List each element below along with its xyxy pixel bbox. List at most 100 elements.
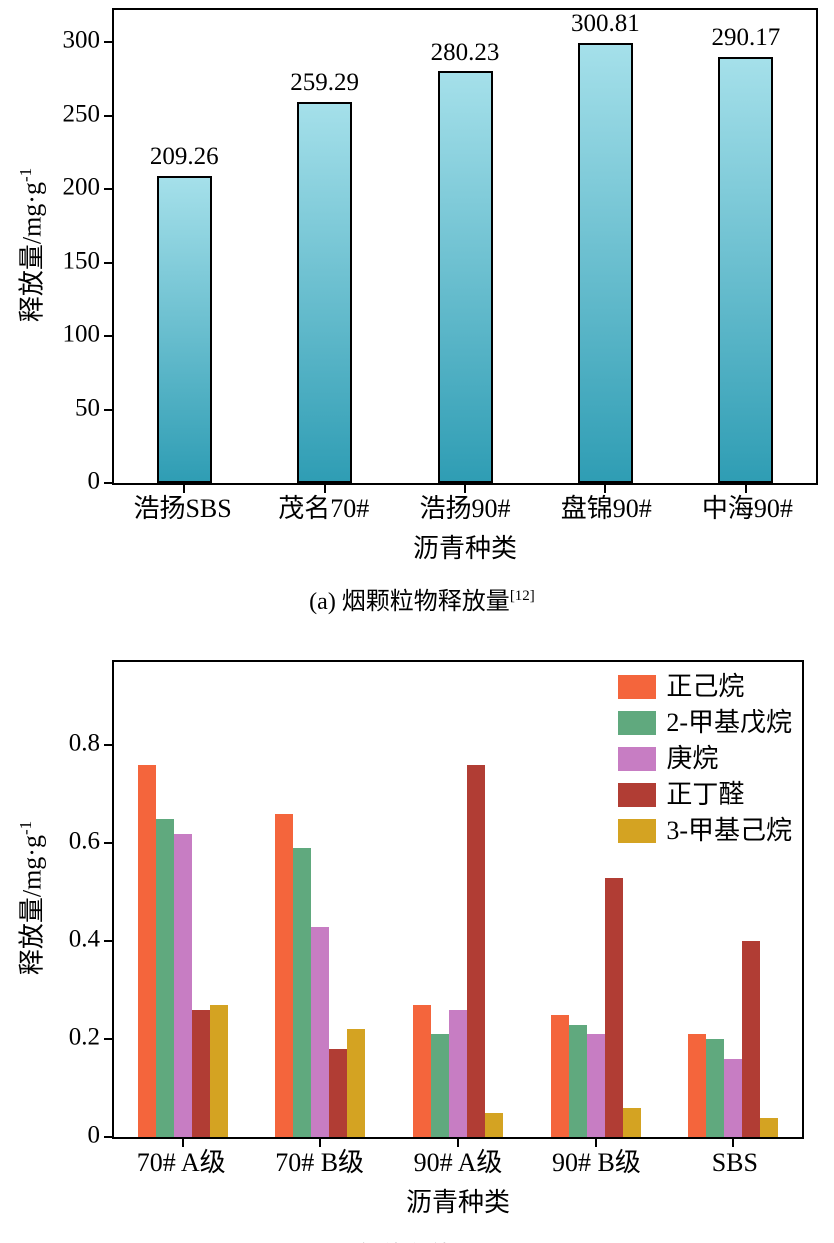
x-axis-title-a: 沥青种类 <box>412 534 517 564</box>
bar-group-70# A级 <box>114 662 252 1138</box>
x-tick-mark <box>457 1139 459 1148</box>
caption-b: (b) 气体释放量[38,44] <box>10 1235 834 1243</box>
bar-3-甲基己烷 <box>484 1112 503 1138</box>
bar-正己烷 <box>550 1014 569 1138</box>
legend-swatch <box>618 747 657 772</box>
y-tick-label: 0.8 <box>68 729 100 757</box>
legend-item: 庚烷 <box>618 746 792 772</box>
x-tick-mark <box>594 1139 597 1148</box>
x-axis-title-b: 沥青种类 <box>405 1188 510 1218</box>
plot-stack-a: 209.26 259.29 280.23 300.81 290.17 浩扬SBS 茂名70… <box>104 8 818 565</box>
bar-浩扬90# <box>437 71 493 483</box>
y-tick-mark <box>104 408 112 411</box>
y-tick-mark <box>104 744 112 747</box>
bar-value-label: 300.81 <box>571 10 640 37</box>
plot-stack-b: 正己烷 2-甲基戊烷 庚烷 正丁醛 3-甲基己烷 70# A级 70# B级 90# A级 9… <box>104 660 804 1219</box>
y-axis-title-text: 释放量/mg·g <box>17 834 47 975</box>
bar-3-甲基己烷 <box>209 1004 228 1138</box>
bar-with-label: 259.29 <box>290 10 359 483</box>
bar-正己烷 <box>275 814 294 1138</box>
y-tick-label: 200 <box>62 173 101 201</box>
bar-with-label: 300.81 <box>571 10 640 483</box>
y-axis-a: 0 50 100 150 200 250 300 <box>50 8 112 494</box>
bar-盘锦90# <box>577 42 633 483</box>
legend-item: 2-甲基戊烷 <box>618 710 792 736</box>
y-tick-label: 0.6 <box>68 827 100 855</box>
y-tick-label: 0.2 <box>68 1023 100 1051</box>
x-axis-labels-b: 70# A级 70# B级 90# A级 90# B级 SBS <box>112 1147 804 1178</box>
bar-庚烷 <box>724 1058 743 1138</box>
y-axis-b: 0 0.2 0.4 0.6 0.8 <box>50 660 112 1148</box>
bar-中海90# <box>718 56 774 483</box>
caption-a: (a) 烟颗粒物释放量[12] <box>10 581 834 616</box>
y-tick-mark <box>104 842 112 845</box>
y-axis-title-wrap-b: 释放量/mg·g-1 <box>10 660 50 1135</box>
x-tick-mark <box>181 1139 184 1148</box>
x-tick-label: 90# B级 <box>552 1148 641 1178</box>
bar-group-中海90#: 290.17 <box>676 10 816 483</box>
x-tick-label: 浩扬SBS <box>133 494 232 523</box>
x-tick-label: 茂名70# <box>278 494 370 523</box>
bar-group-90# A级 <box>389 662 527 1138</box>
bar-2-甲基戊烷 <box>430 1034 449 1138</box>
legend-swatch <box>618 819 657 844</box>
bars-container: 209.26 259.29 280.23 300.81 290.17 <box>114 10 816 483</box>
bar-value-label: 280.23 <box>430 38 500 66</box>
y-tick-mark <box>104 114 112 117</box>
x-tick-mark <box>319 1139 322 1148</box>
y-axis-title-sup: -1 <box>15 167 35 182</box>
legend: 正己烷 2-甲基戊烷庚烷正丁醛 3-甲基己烷 <box>618 670 792 854</box>
bar-庚烷 <box>311 926 330 1138</box>
y-tick-label: 250 <box>62 100 101 128</box>
legend-item: 正己烷 <box>618 674 792 700</box>
bar-正丁醛 <box>742 941 761 1138</box>
bar-正丁醛 <box>191 1009 210 1138</box>
bar-with-label: 209.26 <box>150 10 219 483</box>
bar-group-盘锦90#: 300.81 <box>535 10 675 483</box>
x-tick-mark <box>604 485 607 493</box>
plot-area-b: 正己烷 2-甲基戊烷庚烷正丁醛 3-甲基己烷 <box>104 660 804 1148</box>
bar-group-浩扬90#: 280.23 <box>395 10 535 483</box>
bar-3-甲基己烷 <box>347 1029 366 1138</box>
y-tick-mark <box>104 261 112 264</box>
x-tick-label: 中海90# <box>701 494 793 523</box>
y-tick-mark <box>104 1136 112 1139</box>
bar-2-甲基戊烷 <box>155 818 174 1138</box>
y-tick-label: 150 <box>62 247 101 275</box>
y-tick-mark <box>104 940 112 943</box>
bar-庚烷 <box>173 833 192 1138</box>
legend-label: 正己烷 <box>666 672 745 702</box>
y-axis-title-wrap-a: 释放量/mg·g-1 <box>10 8 50 481</box>
legend-swatch <box>618 783 657 808</box>
legend-label: 正丁醛 <box>666 780 745 810</box>
chart-a-row: 释放量/mg·g-1 0 50 100 150 200 250 300 209.26 259.… <box>10 8 834 565</box>
bar-value-label: 209.26 <box>149 142 219 170</box>
legend-label: 3-甲基己烷 <box>666 816 792 846</box>
legend-swatch <box>618 675 657 700</box>
bar-value-label: 290.17 <box>711 24 781 52</box>
bar-group-SBS <box>664 662 802 1138</box>
bar-庚烷 <box>586 1034 605 1138</box>
bar-3-甲基己烷 <box>760 1117 779 1138</box>
chart-panel-a: 释放量/mg·g-1 0 50 100 150 200 250 300 209.26 259.… <box>10 8 834 616</box>
x-tick-mark <box>732 1139 735 1148</box>
bar-group-70# B级 <box>252 662 390 1138</box>
x-tick-label: 90# A级 <box>413 1148 503 1178</box>
x-tick-label: 70# B级 <box>275 1148 365 1178</box>
legend-label: 庚烷 <box>666 744 719 774</box>
bar-茂名70# <box>297 102 353 483</box>
bar-group-茂名70#: 259.29 <box>254 10 394 483</box>
x-tick-label: SBS <box>711 1148 758 1178</box>
bar-正己烷 <box>137 765 156 1138</box>
y-tick-mark <box>104 335 112 338</box>
bars-container <box>114 662 802 1138</box>
x-tick-mark <box>744 485 747 493</box>
bar-2-甲基戊烷 <box>706 1039 725 1138</box>
caption-a-ref: [12] <box>509 588 535 605</box>
legend-item: 3-甲基己烷 <box>618 818 792 844</box>
y-axis-title-b: 释放量/mg·g-1 <box>12 821 49 975</box>
legend-item: 正丁醛 <box>618 782 792 808</box>
bar-正丁醛 <box>604 877 623 1138</box>
y-axis-title-sup: -1 <box>15 820 35 835</box>
